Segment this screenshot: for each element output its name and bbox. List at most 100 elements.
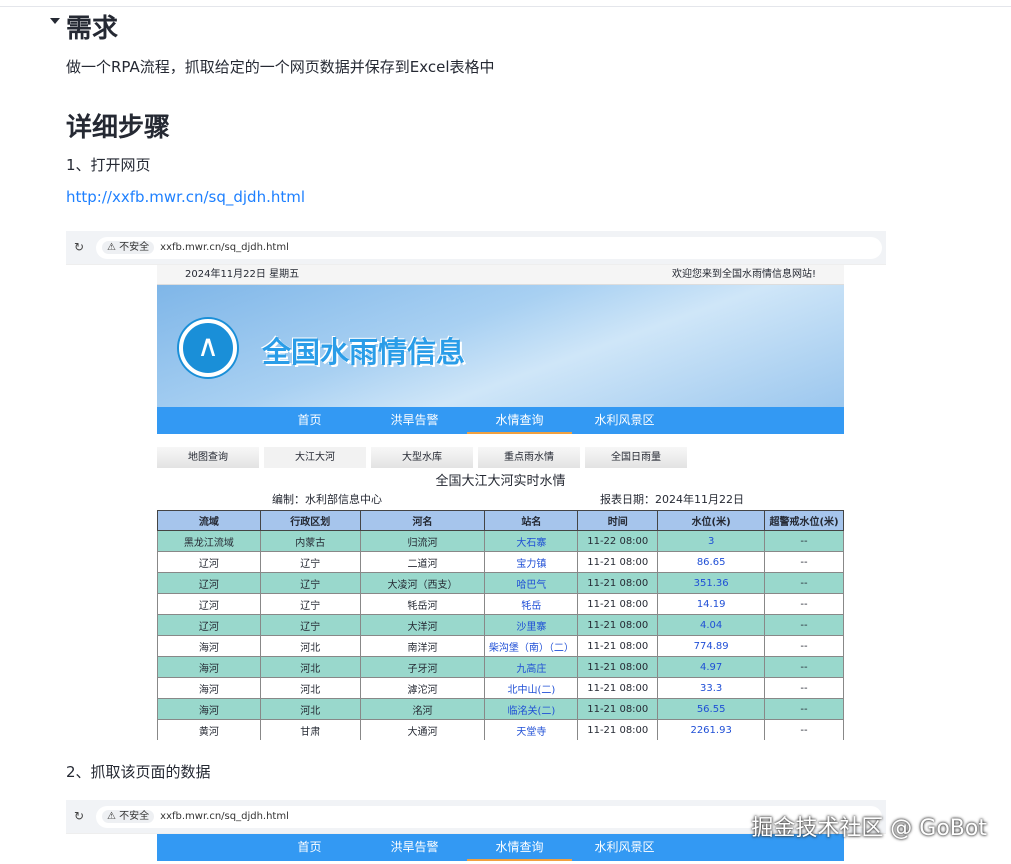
table-cell: 11-21 08:00 bbox=[577, 677, 659, 699]
column-header: 河名 bbox=[359, 510, 486, 531]
table-cell: 3 bbox=[657, 530, 766, 552]
table-cell: 大通河 bbox=[359, 719, 486, 740]
column-header: 流域 bbox=[157, 510, 261, 531]
table-cell: 南洋河 bbox=[359, 635, 486, 657]
browser-bar: ↻ ⚠ 不安全 xxfb.mwr.cn/sq_djdh.html bbox=[66, 231, 886, 265]
table-cell: 二道河 bbox=[359, 551, 486, 573]
table-cell: 黄河 bbox=[157, 719, 261, 740]
top-divider bbox=[0, 6, 1011, 7]
security-badge: ⚠ 不安全 bbox=[102, 810, 155, 823]
column-header: 站名 bbox=[484, 510, 579, 531]
column-header: 水位(米) bbox=[657, 510, 766, 531]
column-header: 时间 bbox=[577, 510, 659, 531]
water-table: 流域 行政区划 河名 站名 时间 水位(米) 超警戒水位(米) 黑龙江流域 内蒙古 归流河 大石寨… bbox=[157, 510, 844, 740]
nav-water-query[interactable]: 水情查询 bbox=[467, 834, 572, 861]
table-cell[interactable]: 宝力镇 bbox=[484, 551, 579, 573]
table-cell[interactable]: 九高庄 bbox=[484, 656, 579, 678]
tab-daily-rain[interactable]: 全国日雨量 bbox=[585, 447, 687, 468]
table-cell: 33.3 bbox=[657, 677, 766, 699]
table-cell: 11-21 08:00 bbox=[577, 656, 659, 678]
tab-rivers[interactable]: 大江大河 bbox=[264, 447, 366, 468]
address-bar[interactable]: ⚠ 不安全 xxfb.mwr.cn/sq_djdh.html bbox=[96, 237, 882, 259]
nav-home[interactable]: 首页 bbox=[297, 413, 322, 427]
table-cell: 86.65 bbox=[657, 551, 766, 573]
column-header: 超警戒水位(米) bbox=[764, 510, 844, 531]
table-row: 黄河 甘肃 大通河 天堂寺 11-21 08:00 2261.93 -- bbox=[157, 719, 844, 740]
table-cell: 大洋河 bbox=[359, 614, 486, 636]
table-cell[interactable]: 天堂寺 bbox=[484, 719, 579, 740]
table-row: 海河 河北 南洋河 柴沟堡（南）（二） 11-21 08:00 774.89 -- bbox=[157, 635, 844, 657]
table-cell: 辽宁 bbox=[259, 572, 361, 594]
table-cell: 14.19 bbox=[657, 593, 766, 615]
table-cell: -- bbox=[764, 698, 844, 720]
browser-bar: ↻ ⚠ 不安全 xxfb.mwr.cn/sq_djdh.html bbox=[66, 800, 886, 834]
website: 首页 洪旱告警 水情查询 水利风景区 bbox=[157, 834, 844, 861]
table-title: 全国大江大河实时水情 bbox=[435, 474, 566, 489]
main-nav: 首页 洪旱告警 水情查询 水利风景区 bbox=[157, 407, 844, 434]
nav-alert[interactable]: 洪旱告警 bbox=[390, 413, 439, 427]
site-date: 2024年11月22日 星期五 bbox=[185, 269, 300, 280]
table-cell: 56.55 bbox=[657, 698, 766, 720]
table-cell: 河北 bbox=[259, 635, 361, 657]
table-cell: 11-21 08:00 bbox=[577, 551, 659, 573]
table-cell: -- bbox=[764, 551, 844, 573]
address-bar[interactable]: ⚠ 不安全 xxfb.mwr.cn/sq_djdh.html bbox=[96, 806, 882, 828]
url-text: xxfb.mwr.cn/sq_djdh.html bbox=[160, 242, 289, 253]
table-cell: 黑龙江流域 bbox=[157, 530, 261, 552]
table-cell: -- bbox=[764, 614, 844, 636]
table-cell[interactable]: 牦岳 bbox=[484, 593, 579, 615]
table-cell[interactable]: 大石寨 bbox=[484, 530, 579, 552]
welcome-text: 欢迎您来到全国水雨情信息网站! bbox=[671, 269, 816, 280]
table-cell[interactable]: 柴沟堡（南）（二） bbox=[484, 635, 579, 657]
table-cell: 11-21 08:00 bbox=[577, 614, 659, 636]
table-cell: -- bbox=[764, 530, 844, 552]
table-cell[interactable]: 哈巴气 bbox=[484, 572, 579, 594]
collapse-triangle-icon[interactable] bbox=[50, 18, 60, 24]
table-cell[interactable]: 沙里寨 bbox=[484, 614, 579, 636]
table-cell: 辽河 bbox=[157, 572, 261, 594]
table-cell: -- bbox=[764, 656, 844, 678]
table-cell: 351.36 bbox=[657, 572, 766, 594]
nav-scenic[interactable]: 水利风景区 bbox=[594, 413, 655, 427]
table-cell: 11-21 08:00 bbox=[577, 593, 659, 615]
step1-text: 1、打开网页 bbox=[66, 156, 151, 174]
table-cell: 4.04 bbox=[657, 614, 766, 636]
water-logo-icon: ∧ bbox=[179, 319, 237, 377]
reload-icon[interactable]: ↻ bbox=[74, 240, 85, 254]
table-cell: 洺河 bbox=[359, 698, 486, 720]
tab-key-rain[interactable]: 重点雨水情 bbox=[478, 447, 580, 468]
main-nav: 首页 洪旱告警 水情查询 水利风景区 bbox=[157, 834, 844, 861]
table-cell: 内蒙古 bbox=[259, 530, 361, 552]
date-bar: 2024年11月22日 星期五 欢迎您来到全国水雨情信息网站! bbox=[157, 265, 844, 285]
table-cell: 774.89 bbox=[657, 635, 766, 657]
nav-alert[interactable]: 洪旱告警 bbox=[390, 840, 439, 854]
table-cell: -- bbox=[764, 572, 844, 594]
table-row: 辽河 辽宁 大凌河（西支） 哈巴气 11-21 08:00 351.36 -- bbox=[157, 572, 844, 594]
table-row: 海河 河北 洺河 临洺关(二) 11-21 08:00 56.55 -- bbox=[157, 698, 844, 720]
nav-water-query[interactable]: 水情查询 bbox=[467, 407, 572, 434]
banner: ∧ 全国水雨情信息 bbox=[157, 285, 844, 407]
tab-reservoirs[interactable]: 大型水库 bbox=[371, 447, 473, 468]
table-row: 辽河 辽宁 二道河 宝力镇 11-21 08:00 86.65 -- bbox=[157, 551, 844, 573]
table-cell: -- bbox=[764, 719, 844, 740]
nav-home[interactable]: 首页 bbox=[297, 840, 322, 854]
table-cell: 海河 bbox=[157, 656, 261, 678]
tab-map[interactable]: 地图查询 bbox=[157, 447, 259, 468]
table-cell[interactable]: 临洺关(二) bbox=[484, 698, 579, 720]
table-cell: 11-21 08:00 bbox=[577, 719, 659, 740]
nav-scenic[interactable]: 水利风景区 bbox=[594, 840, 655, 854]
reload-icon[interactable]: ↻ bbox=[74, 809, 85, 823]
table-cell: 辽宁 bbox=[259, 593, 361, 615]
table-cell: 子牙河 bbox=[359, 656, 486, 678]
table-cell: 11-21 08:00 bbox=[577, 698, 659, 720]
table-row: 辽河 辽宁 牦岳河 牦岳 11-21 08:00 14.19 -- bbox=[157, 593, 844, 615]
table-row: 辽河 辽宁 大洋河 沙里寨 11-21 08:00 4.04 -- bbox=[157, 614, 844, 636]
heading-requirement: 需求 bbox=[66, 14, 119, 44]
table-cell: -- bbox=[764, 635, 844, 657]
banner-title: 全国水雨情信息 bbox=[262, 335, 466, 369]
intro-text: 做一个RPA流程，抓取给定的一个网页数据并保存到Excel表格中 bbox=[66, 58, 495, 76]
sub-tabs: 地图查询 大江大河 大型水库 重点雨水情 全国日雨量 bbox=[157, 447, 844, 468]
table-cell: 11-21 08:00 bbox=[577, 572, 659, 594]
table-cell[interactable]: 北中山(二) bbox=[484, 677, 579, 699]
site-link[interactable]: http://xxfb.mwr.cn/sq_djdh.html bbox=[66, 188, 306, 206]
